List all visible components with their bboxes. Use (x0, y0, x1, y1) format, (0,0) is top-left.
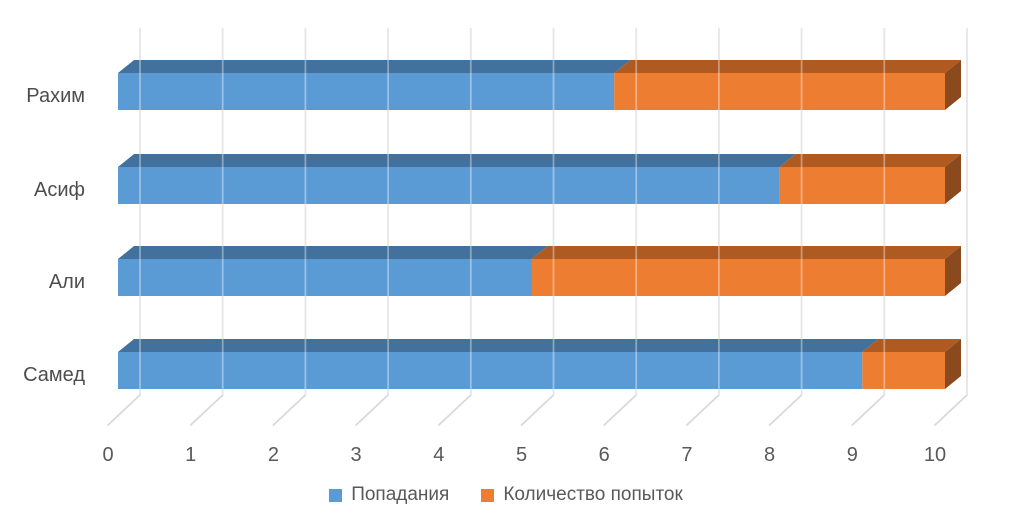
legend-item-attempts: Количество попыток (481, 484, 683, 506)
gridline-floor (189, 394, 224, 426)
bar-segment-hits (118, 167, 780, 204)
legend-label-attempts: Количество попыток (503, 484, 683, 505)
bar-top-face-attempts (531, 246, 961, 259)
bar-segment-attempts (531, 259, 945, 296)
bar-top-face-attempts (779, 154, 961, 167)
category-label: Али (49, 271, 85, 293)
gridline-floor (686, 394, 720, 426)
bar-segment-attempts (614, 73, 945, 110)
bar-segment-hits (118, 259, 532, 296)
gridline-floor (437, 394, 472, 426)
x-tick-label: 6 (599, 444, 610, 466)
bar-chart-plot-area: Рахим Асиф Али Самед 0 1 2 3 4 5 6 7 8 9 10 (23, 28, 968, 466)
gridline-floor (272, 394, 307, 426)
x-tick-label: 10 (924, 444, 946, 466)
x-tick-label: 0 (102, 444, 113, 466)
x-tick-label: 9 (847, 444, 858, 466)
x-tick-label: 7 (681, 444, 692, 466)
gridline-floor (107, 394, 141, 426)
gridline-floor (768, 394, 803, 426)
category-label: Асиф (34, 179, 85, 201)
legend-swatch-hits (329, 488, 343, 502)
x-tick-label: 1 (185, 444, 196, 466)
gridline-floor (603, 394, 638, 426)
bar-segment-hits (118, 73, 615, 110)
legend-swatch-attempts (481, 488, 495, 502)
x-tick-label: 4 (433, 444, 444, 466)
legend-item-hits: Попадания (329, 484, 449, 506)
bar-segment-attempts (779, 167, 945, 204)
category-label: Самед (23, 364, 85, 386)
x-tick-label: 8 (764, 444, 775, 466)
bar-side-face-attempts (945, 154, 961, 204)
bar-top-face-attempts (862, 339, 961, 352)
x-tick-label: 3 (351, 444, 362, 466)
bar-top-face-hits (118, 339, 879, 352)
bar-top-face-hits (118, 154, 796, 167)
gridline-floor (851, 394, 886, 426)
bar-top-face-hits (118, 246, 548, 259)
gridline-floor (355, 394, 390, 426)
category-label: Рахим (26, 85, 85, 107)
chart-legend: Попадания Количество попыток (0, 484, 1012, 506)
bar-side-face-attempts (945, 60, 961, 110)
bar-side-face-attempts (945, 246, 961, 296)
gridline-floor (520, 394, 555, 426)
x-tick-label: 5 (516, 444, 527, 466)
bar-segment-hits (118, 352, 863, 389)
x-tick-label: 2 (268, 444, 279, 466)
gridline-floor (934, 394, 968, 426)
bar-top-face-hits (118, 60, 631, 73)
bar-side-face-attempts (945, 339, 961, 389)
legend-label-hits: Попадания (351, 484, 450, 505)
bar-top-face-attempts (614, 60, 961, 73)
bar-segment-attempts (862, 352, 945, 389)
